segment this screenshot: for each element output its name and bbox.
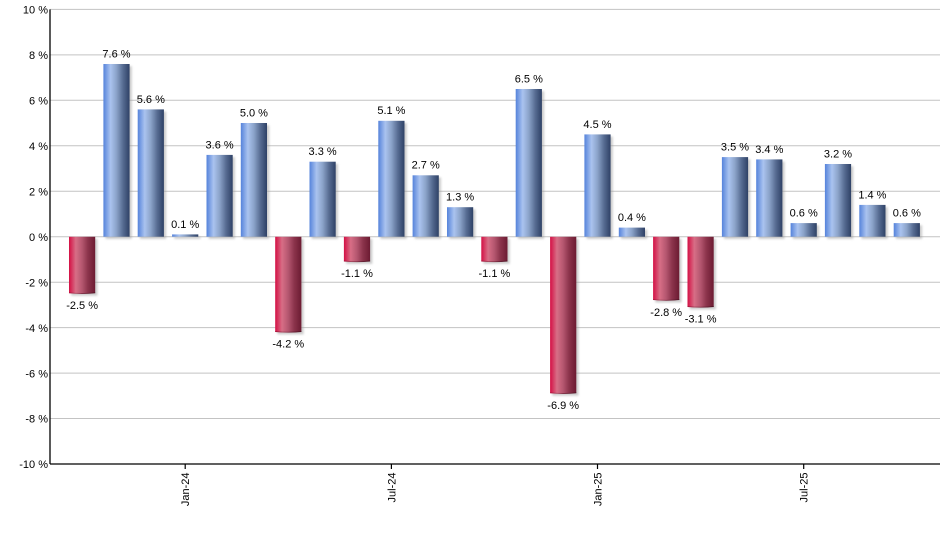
svg-text:4.5 %: 4.5 %	[583, 119, 611, 131]
svg-text:5.6 %: 5.6 %	[137, 94, 165, 106]
svg-text:0.6 %: 0.6 %	[893, 208, 921, 220]
svg-text:-1.1 %: -1.1 %	[341, 268, 373, 280]
svg-text:5.0 %: 5.0 %	[240, 107, 268, 119]
svg-text:10 %: 10 %	[23, 5, 48, 17]
svg-text:Jan-25: Jan-25	[593, 473, 605, 507]
svg-text:-6.9 %: -6.9 %	[547, 400, 579, 412]
svg-text:0.6 %: 0.6 %	[790, 208, 818, 220]
svg-text:5.1 %: 5.1 %	[377, 105, 405, 117]
svg-text:Jan-24: Jan-24	[180, 473, 192, 507]
svg-text:7.6 %: 7.6 %	[102, 48, 130, 60]
svg-text:3.3 %: 3.3 %	[309, 146, 337, 158]
svg-text:2.7 %: 2.7 %	[412, 160, 440, 172]
svg-text:-3.1 %: -3.1 %	[685, 314, 717, 326]
svg-text:3.2 %: 3.2 %	[824, 148, 852, 160]
svg-text:-2.8 %: -2.8 %	[650, 307, 682, 319]
svg-text:1.3 %: 1.3 %	[446, 192, 474, 204]
svg-text:2 %: 2 %	[29, 186, 48, 198]
svg-text:-6 %: -6 %	[25, 368, 48, 380]
svg-text:3.4 %: 3.4 %	[755, 144, 783, 156]
svg-text:6.5 %: 6.5 %	[515, 73, 543, 85]
svg-text:Jul-24: Jul-24	[386, 473, 398, 503]
svg-text:-2 %: -2 %	[25, 277, 48, 289]
svg-text:0.1 %: 0.1 %	[171, 219, 199, 231]
svg-text:-8 %: -8 %	[25, 414, 48, 426]
svg-text:-4.2 %: -4.2 %	[272, 339, 304, 351]
svg-text:-10 %: -10 %	[19, 459, 48, 471]
svg-text:-1.1 %: -1.1 %	[479, 268, 511, 280]
svg-text:Jul-25: Jul-25	[799, 473, 811, 503]
svg-text:3.6 %: 3.6 %	[206, 139, 234, 151]
svg-text:6 %: 6 %	[29, 96, 48, 108]
svg-text:3.5 %: 3.5 %	[721, 142, 749, 154]
svg-text:-2.5 %: -2.5 %	[66, 300, 98, 312]
svg-text:4 %: 4 %	[29, 141, 48, 153]
svg-text:0 %: 0 %	[29, 232, 48, 244]
svg-text:-4 %: -4 %	[25, 323, 48, 335]
svg-text:0.4 %: 0.4 %	[618, 212, 646, 224]
svg-text:8 %: 8 %	[29, 50, 48, 62]
svg-text:1.4 %: 1.4 %	[858, 189, 886, 201]
